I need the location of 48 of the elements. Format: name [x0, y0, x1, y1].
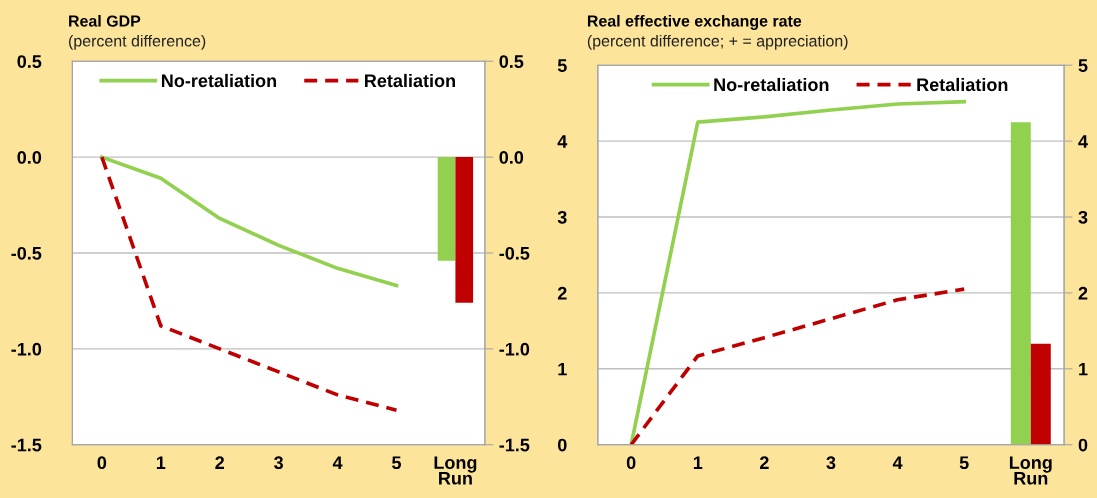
- x-tick-label: 5: [959, 456, 969, 470]
- y-tick-label: -1.5: [11, 438, 42, 452]
- y2-tick-label: 3: [1078, 210, 1088, 224]
- y2-tick-label: -0.5: [499, 246, 530, 260]
- y2-tick-label: 0.0: [499, 151, 524, 164]
- y2-tick-label: -1.0: [499, 342, 530, 356]
- chart-title: Real GDP: [69, 14, 141, 27]
- x-tick-label: Long Run: [1009, 456, 1052, 485]
- line-series: [100, 155, 399, 288]
- chart-subtitle: (percent difference; + = appreciation): [587, 34, 848, 50]
- y-tick-label: 1: [558, 362, 567, 376]
- chart-title: Real effective exchange rate: [587, 14, 802, 30]
- legend-label: No-retaliation: [714, 77, 829, 92]
- x-tick-label: Long Run: [434, 456, 477, 485]
- y2-tick-label: 0.5: [499, 55, 524, 68]
- y-tick-label: 0.5: [17, 55, 42, 68]
- x-tick-label: 0: [97, 456, 107, 470]
- y2-tick-label: 5: [1078, 59, 1088, 72]
- legend-label: Retaliation: [365, 73, 455, 88]
- x-tick-label: 4: [332, 456, 343, 469]
- line-series: [629, 99, 966, 445]
- x-tick-label: 2: [215, 456, 225, 469]
- y2-tick-label: 0: [1078, 438, 1088, 452]
- x-tick-label: 1: [693, 456, 703, 469]
- y2-tick-label: 2: [1078, 286, 1088, 300]
- y2-tick-label: 4: [1078, 135, 1088, 148]
- y-tick-label: 3: [557, 210, 567, 224]
- y-tick-label: 2: [557, 286, 567, 300]
- x-tick-label: 1: [156, 456, 166, 469]
- y-tick-label: 0.0: [17, 151, 42, 164]
- y-tick-label: 0: [557, 438, 567, 452]
- y-tick-label: -1.0: [11, 342, 42, 356]
- x-tick-label: 4: [892, 456, 903, 469]
- chart-subtitle: (percent difference): [69, 34, 206, 50]
- legend-label: No-retaliation: [161, 73, 277, 88]
- x-tick-label: 5: [392, 456, 402, 470]
- legend-label: Retaliation: [917, 77, 1008, 92]
- y2-tick-label: -1.5: [499, 438, 530, 452]
- line-series: [100, 155, 399, 413]
- y-tick-label: -0.5: [11, 246, 42, 260]
- x-tick-label: 0: [626, 456, 636, 470]
- x-tick-label: 3: [826, 456, 836, 470]
- y-tick-label: 5: [557, 59, 567, 72]
- y-tick-label: 4: [557, 135, 568, 148]
- y2-tick-label: 1: [1079, 362, 1088, 376]
- x-tick-label: 3: [274, 456, 284, 470]
- line-series: [629, 287, 966, 445]
- x-tick-label: 2: [759, 456, 769, 469]
